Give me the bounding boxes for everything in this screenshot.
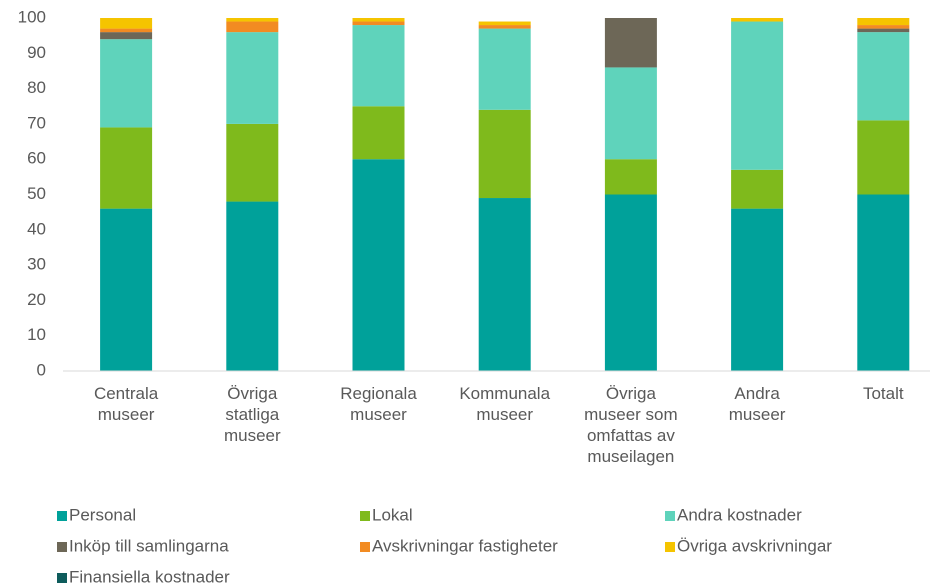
legend-swatch [57,542,67,552]
legend-label: Inköp till samlingarna [69,536,229,555]
bar-segment [100,127,153,209]
legend-label: Övriga avskrivningar [677,536,832,555]
bar-segment [604,194,657,371]
bar-segment [478,28,531,110]
bar-segment [226,18,279,22]
bar-segment [352,159,405,371]
y-tick-label: 70 [27,113,46,132]
bar-segment [352,18,405,22]
bar-segment [604,159,657,195]
bar-segment [857,194,910,371]
legend-swatch [57,511,67,521]
bar-segment [478,21,531,26]
bar-segment [478,25,531,29]
bar-segment [604,18,657,68]
y-tick-label: 30 [27,255,46,274]
y-tick-label: 80 [27,78,46,97]
x-tick-label: Övriga statliga museer [224,384,281,445]
bar-segment [226,201,279,371]
x-tick-label: Totalt [863,384,904,403]
bar-segment [604,67,657,160]
legend-label: Lokal [372,505,413,524]
x-tick-label: Kommunala museer [459,384,550,424]
legend-label: Andra kostnader [677,505,802,524]
legend-label: Finansiella kostnader [69,567,230,586]
legend-label: Avskrivningar fastigheter [372,536,558,555]
x-tick-label: Regionala museer [340,384,417,424]
bar-segment [100,32,153,40]
bar-segment [100,39,153,128]
legend-swatch [360,511,370,521]
bar-segment [100,28,153,33]
bar-segment [226,21,279,33]
bar-segment [226,123,279,202]
x-tick-label: Andra museer [729,384,786,424]
bar-segment [478,109,531,199]
bar-segment [857,32,910,121]
bar-segment [731,169,784,209]
bar-segment [857,18,910,26]
bar-segment [731,208,784,371]
y-tick-label: 100 [18,7,46,26]
y-tick-label: 40 [27,219,46,238]
bar-segment [352,106,405,160]
bar-segment [478,198,531,371]
bar-segment [857,28,910,33]
y-tick-label: 10 [27,325,46,344]
x-tick-label: Övriga museer som omfattas av museilagen [584,384,678,466]
y-tick-label: 50 [27,184,46,203]
legend-swatch [665,511,675,521]
bar-segment [100,208,153,371]
bar-segment [731,18,784,22]
y-tick-label: 60 [27,149,46,168]
bar-segment [226,32,279,124]
y-tick-label: 0 [37,360,46,379]
bar-segment [100,18,153,29]
legend-label: Personal [69,505,136,524]
legend-swatch [360,542,370,552]
legend-swatch [665,542,675,552]
y-tick-label: 90 [27,43,46,62]
legend-swatch [57,573,67,583]
y-tick-label: 20 [27,290,46,309]
bar-segment [352,21,405,26]
bar-segment [731,21,784,170]
bar-segment [857,25,910,29]
bar-segment [352,25,405,107]
x-tick-label: Centrala museer [94,384,159,424]
bar-segment [857,120,910,195]
